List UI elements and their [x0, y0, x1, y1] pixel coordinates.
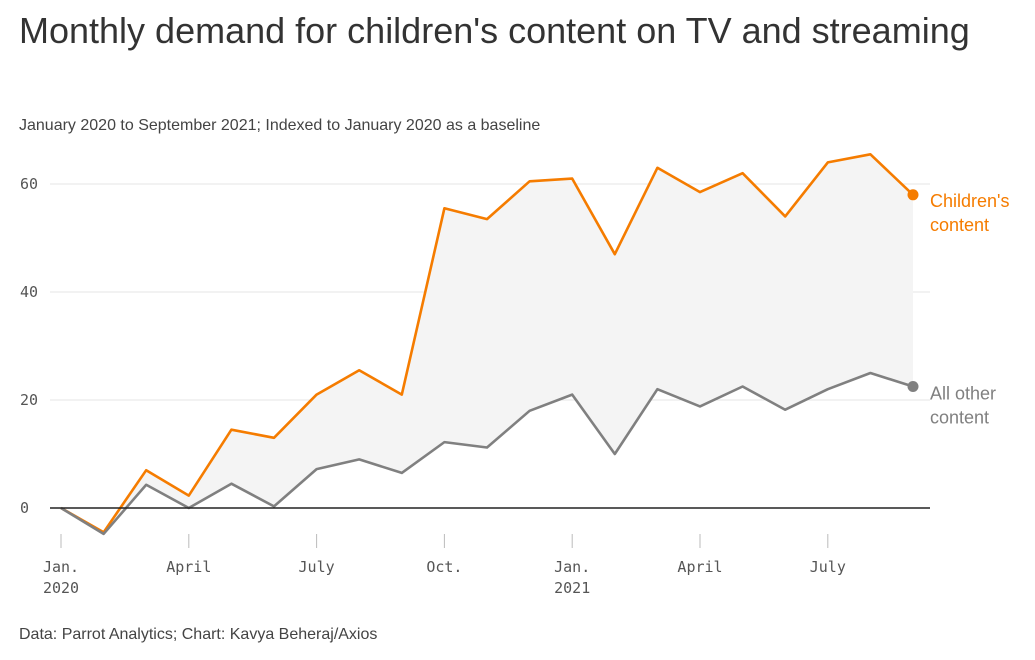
y-tick-label: 60 — [20, 175, 38, 193]
x-tick-label: Oct. — [426, 558, 462, 576]
x-tick-label: July — [299, 558, 335, 576]
series-end-dot-0 — [907, 189, 919, 201]
x-tick-label: Jan. 2021 — [554, 558, 590, 597]
line-chart: 0 20 40 60 Jan. 2020 April July Oct. Jan. 2021 Apri… — [20, 153, 1009, 597]
x-tick-label: July — [810, 558, 846, 576]
series-layer — [60, 153, 919, 536]
y-tick-label: 20 — [20, 391, 38, 409]
series-label-1: All other content — [930, 384, 996, 428]
series-line-1 — [60, 371, 914, 536]
chart-title: Monthly demand for children's content on… — [19, 10, 970, 51]
series-line-0 — [60, 153, 914, 534]
chart-subtitle: January 2020 to September 2021; Indexed … — [19, 117, 541, 134]
chart-source: Data: Parrot Analytics; Chart: Kavya Beh… — [19, 626, 378, 643]
y-tick-label: 0 — [20, 499, 29, 517]
x-tick-label: April — [677, 558, 722, 576]
shaded-area-layer — [61, 154, 913, 534]
series-label-0: Children's content — [930, 191, 1009, 235]
y-tick-label: 40 — [20, 283, 38, 301]
series-label-layer: Children's content All other content — [930, 191, 1009, 428]
x-tick-label: April — [166, 558, 211, 576]
x-tick-label: Jan. 2020 — [43, 558, 79, 597]
series-end-dot-1 — [907, 381, 919, 392]
axis-layer: 0 20 40 60 Jan. 2020 April July Oct. Jan. 2021 Apri… — [20, 175, 930, 597]
shaded-gap-area — [61, 154, 913, 534]
